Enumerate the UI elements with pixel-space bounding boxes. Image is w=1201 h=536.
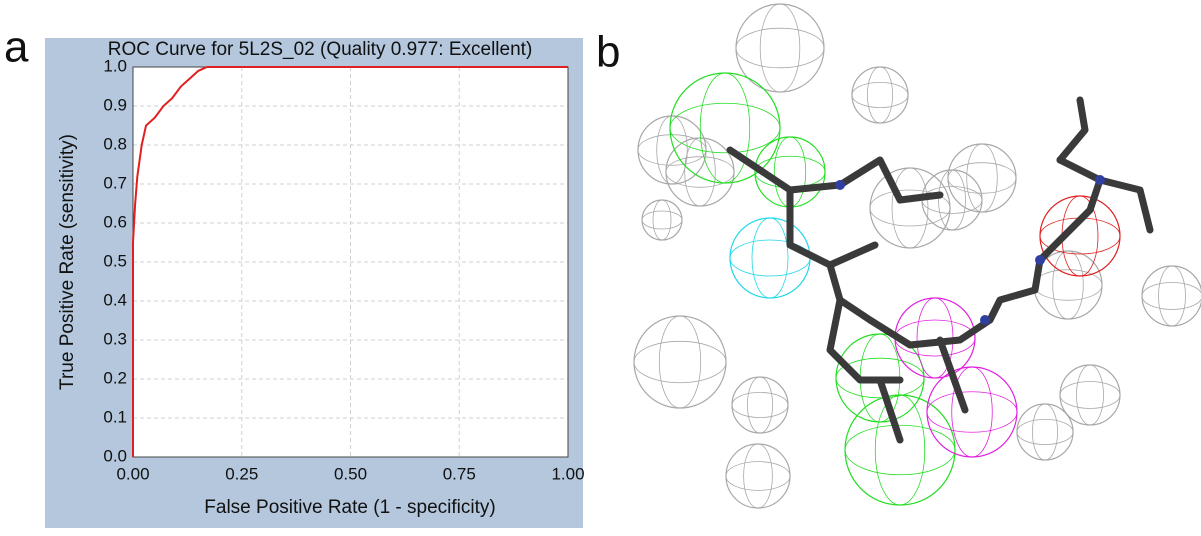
mesh-sphere xyxy=(666,138,734,206)
y-tick-label: 1.0 xyxy=(103,56,127,75)
y-tick-label: 0.3 xyxy=(103,329,127,348)
mesh-sphere xyxy=(638,116,706,184)
mesh-sphere xyxy=(870,168,950,248)
y-tick-label: 0.9 xyxy=(103,95,127,114)
mesh-sphere-line xyxy=(670,103,780,153)
mesh-sphere-line xyxy=(744,444,773,508)
mesh-sphere-line xyxy=(657,116,688,184)
mesh-sphere-line xyxy=(747,377,772,433)
mesh-sphere-line xyxy=(752,218,788,298)
mesh-sphere-line xyxy=(1077,365,1104,425)
mesh-sphere xyxy=(670,73,780,183)
molecule-bond xyxy=(1060,100,1085,160)
mesh-sphere-line xyxy=(922,187,982,214)
mesh-sphere xyxy=(1060,365,1120,425)
mesh-sphere-line xyxy=(948,163,1016,194)
panel-label: b xyxy=(596,28,620,77)
mesh-sphere-line xyxy=(1060,382,1120,409)
figure: a b ROC Curve for 5L2S_02 (Quality 0.977… xyxy=(0,0,1201,536)
mesh-sphere xyxy=(642,200,682,240)
mesh-sphere-line xyxy=(852,82,908,107)
mesh-sphere xyxy=(845,395,955,505)
y-tick-label: 0.0 xyxy=(103,446,127,465)
nitrogen-atom xyxy=(1095,175,1105,185)
mesh-sphere-line xyxy=(653,200,671,240)
y-tick-label: 0.5 xyxy=(103,251,127,270)
mesh-sphere xyxy=(852,67,908,123)
mesh-sphere-line xyxy=(875,395,925,505)
mesh-sphere-line xyxy=(1017,419,1073,444)
x-axis-label: False Positive Rate (1 - specificity) xyxy=(204,497,495,518)
y-tick-label: 0.1 xyxy=(103,407,127,426)
y-tick-label: 0.6 xyxy=(103,212,127,231)
mesh-sphere xyxy=(1142,266,1201,326)
y-tick-label: 0.2 xyxy=(103,368,127,387)
x-tick-label: 0.75 xyxy=(443,464,476,483)
y-tick-label: 0.4 xyxy=(103,290,127,309)
mesh-sphere-line xyxy=(685,138,716,206)
nitrogen-atom xyxy=(1035,255,1045,265)
mesh-sphere-line xyxy=(700,73,750,183)
mesh-sphere xyxy=(634,316,726,408)
mesh-sphere-line xyxy=(939,170,966,230)
molecule-bond xyxy=(830,300,900,380)
mesh-sphere-line xyxy=(634,341,726,382)
mesh-sphere-line xyxy=(736,28,824,68)
mesh-sphere-line xyxy=(1159,266,1186,326)
chart-title: ROC Curve for 5L2S_02 (Quality 0.977: Ex… xyxy=(108,39,533,60)
mesh-sphere-line xyxy=(1032,404,1057,460)
mesh-sphere xyxy=(732,377,788,433)
molecule-bond xyxy=(830,265,990,345)
x-tick-label: 0.00 xyxy=(116,464,149,483)
mesh-sphere-line xyxy=(726,462,790,491)
mesh-sphere xyxy=(1017,404,1073,460)
x-tick-label: 0.50 xyxy=(334,464,367,483)
mesh-sphere-line xyxy=(659,316,700,408)
molecule-image xyxy=(634,4,1201,508)
mesh-sphere xyxy=(726,444,790,508)
molecule-bond xyxy=(790,190,875,265)
mesh-sphere-line xyxy=(1053,251,1084,319)
nitrogen-atom xyxy=(980,315,990,325)
panel-label: a xyxy=(4,23,29,72)
mesh-sphere-line xyxy=(867,67,892,123)
y-tick-label: 0.8 xyxy=(103,134,127,153)
nitrogen-atom xyxy=(835,180,845,190)
mesh-sphere-line xyxy=(760,4,800,92)
mesh-sphere xyxy=(922,170,982,230)
mesh-sphere xyxy=(730,218,810,298)
mesh-sphere-line xyxy=(1142,283,1201,310)
y-axis-label: True Positive Rate (sensitivity) xyxy=(57,134,78,390)
y-tick-label: 0.7 xyxy=(103,173,127,192)
mesh-sphere-line xyxy=(642,211,682,229)
x-tick-label: 0.25 xyxy=(225,464,258,483)
mesh-sphere-line xyxy=(732,392,788,417)
x-tick-label: 1.00 xyxy=(551,464,584,483)
